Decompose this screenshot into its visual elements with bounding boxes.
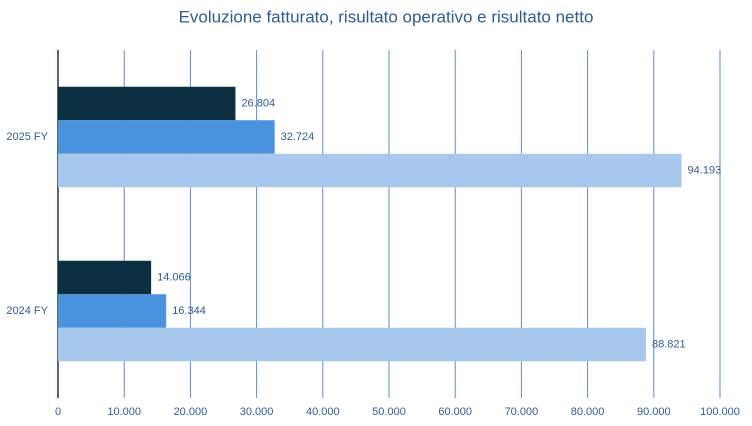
x-tick-label: 90.000 (637, 406, 671, 418)
bar (58, 86, 236, 121)
value-label: 26.804 (241, 97, 275, 109)
x-tick-label: 100.000 (700, 406, 740, 418)
x-tick-label: 80.000 (571, 406, 605, 418)
value-label: 88.821 (652, 338, 686, 350)
x-tick-label: 30.000 (240, 406, 274, 418)
value-label: 94.193 (688, 164, 722, 176)
bar (58, 120, 275, 154)
x-tick-label: 60.000 (438, 406, 472, 418)
x-tick-label: 40.000 (306, 406, 340, 418)
chart-title: Evoluzione fatturato, risultato operativ… (179, 7, 594, 26)
value-label: 16.344 (172, 305, 206, 317)
x-tick-label: 70.000 (505, 406, 539, 418)
x-tick-label: 50.000 (372, 406, 406, 418)
y-tick-label: 2024 FY (6, 305, 48, 317)
bar (58, 260, 152, 295)
x-tick-label: 0 (55, 406, 61, 418)
x-tick-label: 20.000 (174, 406, 208, 418)
bar (58, 294, 167, 328)
y-tick-label: 2025 FY (6, 131, 48, 143)
bar (58, 153, 682, 188)
value-label: 14.066 (157, 271, 191, 283)
x-tick-label: 10.000 (107, 406, 141, 418)
bar (58, 327, 646, 362)
value-label: 32.724 (281, 131, 315, 143)
